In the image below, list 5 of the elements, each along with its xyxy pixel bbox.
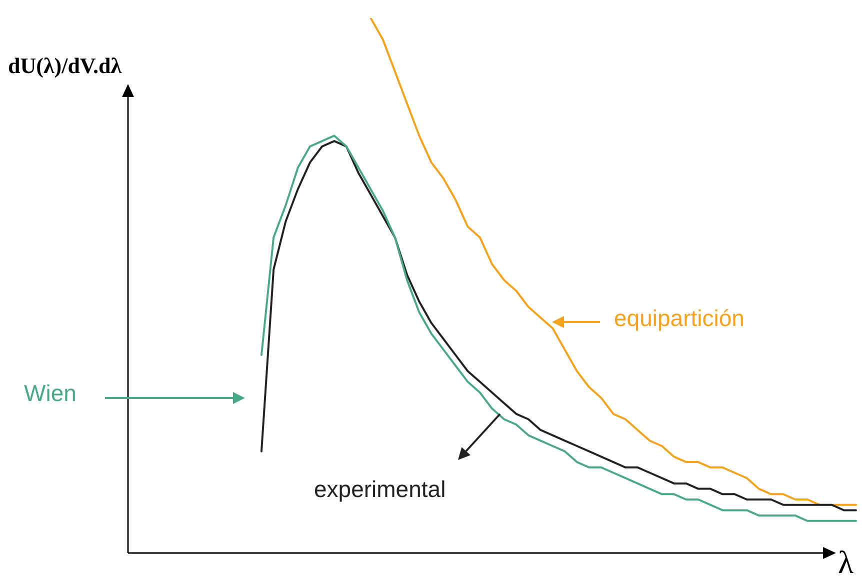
text: Wien [24,380,76,407]
x-axis-title: λ [838,544,854,580]
text: experimental [314,476,446,503]
y-axis-title: dU(λ)/dV.dλ [8,52,122,80]
legend-label: equipartición [614,305,744,332]
